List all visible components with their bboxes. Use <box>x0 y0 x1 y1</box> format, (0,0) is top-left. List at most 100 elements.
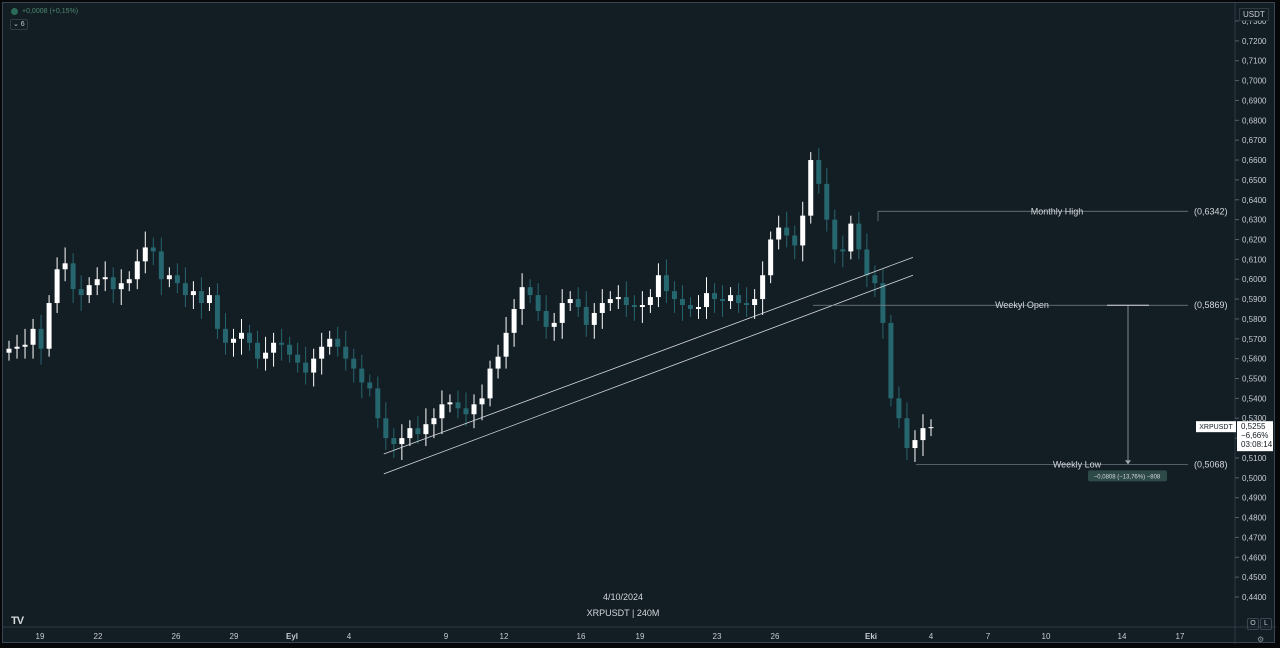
price-chart[interactable]: 0,7300 0,7200 0,7100 0,7000 0,6900 0,6800 0,67… <box>3 3 1276 644</box>
candle-body <box>190 291 196 296</box>
candle-body <box>174 275 180 284</box>
x-tick-label: 29 <box>230 632 239 641</box>
candle-body <box>671 291 677 300</box>
candle-body <box>343 346 349 359</box>
caption-symbol: XRPUSDT | 240M <box>586 608 660 618</box>
candle-body <box>631 305 637 308</box>
candle-body <box>647 297 653 306</box>
candle-body <box>206 295 212 304</box>
candle-body <box>335 338 341 347</box>
candle-body <box>607 299 613 304</box>
candle-body <box>800 215 806 246</box>
candle-body <box>158 251 164 280</box>
candle-body <box>142 247 148 262</box>
candle-body <box>54 269 60 304</box>
y-tick-label: 0,5800 <box>1242 315 1267 324</box>
x-tick-label: 19 <box>36 632 45 641</box>
candle-body <box>30 328 36 345</box>
candle-body <box>487 368 493 399</box>
candle-body <box>198 291 204 304</box>
currency-selector[interactable]: USDT <box>1239 8 1269 21</box>
candle-body <box>615 297 621 300</box>
candle-body <box>768 239 774 276</box>
candle-body <box>327 338 333 347</box>
candle-body <box>182 283 188 296</box>
candle-body <box>728 295 734 302</box>
y-tick-label: 0,6600 <box>1242 156 1267 165</box>
y-tick-label: 0,5300 <box>1242 414 1267 423</box>
candle-body <box>455 402 461 409</box>
x-tick-label: 12 <box>500 632 509 641</box>
candle-body <box>784 227 790 236</box>
x-tick-label: 22 <box>94 632 103 641</box>
candle-body <box>639 305 645 308</box>
candle-body <box>543 310 549 327</box>
y-tick-label: 0,7200 <box>1242 37 1267 46</box>
candle-body <box>407 428 413 439</box>
y-tick-label: 0,5900 <box>1242 295 1267 304</box>
candle-body <box>383 418 389 439</box>
candle-body <box>102 277 108 280</box>
indicator-toggle[interactable]: ⌄ 6 <box>10 19 28 30</box>
log-scale-button[interactable]: O <box>1247 618 1259 630</box>
candle-body <box>848 223 854 252</box>
y-tick-label: 0,5600 <box>1242 355 1267 364</box>
x-tick-label: 9 <box>444 632 449 641</box>
candle-body <box>792 235 798 246</box>
y-tick-label: 0,7000 <box>1242 77 1267 86</box>
candle-body <box>776 227 782 240</box>
level-label: Weekyl Open <box>995 300 1049 310</box>
price-tag-box <box>1237 421 1273 452</box>
candle-body <box>423 424 429 435</box>
candle-body <box>46 303 52 349</box>
candle-body <box>583 307 589 325</box>
candle-body <box>126 279 132 284</box>
candle-body <box>655 275 661 298</box>
candle-body <box>150 247 156 252</box>
x-tick-label: 14 <box>1118 632 1127 641</box>
y-tick-label: 0,4900 <box>1242 494 1267 503</box>
x-tick-label: Eki <box>865 632 877 641</box>
y-tick-label: 0,7300 <box>1242 17 1267 26</box>
gear-icon[interactable]: ⚙ <box>1257 635 1265 644</box>
trendline <box>383 256 914 455</box>
candle-body <box>752 299 758 306</box>
candle-body <box>279 342 285 345</box>
y-tick-label: 0,5700 <box>1242 335 1267 344</box>
level-label: Monthly High <box>1031 206 1084 216</box>
candle-body <box>287 344 293 355</box>
y-tick-label: 0,5500 <box>1242 375 1267 384</box>
candle-body <box>38 328 44 349</box>
legend-change-text: +0,0008 (+0,15%) <box>22 8 79 15</box>
candle-body <box>599 303 605 313</box>
candle-body <box>311 358 317 373</box>
y-tick-label: 0,4400 <box>1242 593 1267 602</box>
candle-body <box>695 307 701 309</box>
price-tag-symbol: XRPUSDT <box>1199 424 1233 431</box>
candle-body <box>230 338 236 343</box>
candle-body <box>399 438 405 445</box>
candle-body <box>559 303 565 323</box>
measure-label: −0,0808 (−13,76%) −808 <box>1094 474 1161 480</box>
candle-body <box>760 275 766 300</box>
price-tag-line: −6,66% <box>1241 431 1268 440</box>
candle-body <box>391 438 397 445</box>
candle-body <box>222 328 228 343</box>
candle-body <box>351 358 357 369</box>
candle-body <box>864 249 870 276</box>
candle-body <box>856 223 862 250</box>
candle-body <box>575 299 581 308</box>
candle-body <box>527 287 533 296</box>
y-tick-label: 0,4700 <box>1242 533 1267 542</box>
x-tick-label: 7 <box>986 632 991 641</box>
x-tick-label: 4 <box>929 632 934 641</box>
lin-scale-button[interactable]: L <box>1260 618 1272 630</box>
y-tick-label: 0,5000 <box>1242 474 1267 483</box>
price-tag-symbol-box <box>1196 421 1236 433</box>
measure-box <box>1088 470 1167 482</box>
candle-body <box>551 322 557 327</box>
candle-body <box>712 293 718 300</box>
tradingview-logo[interactable]: TV <box>11 615 24 627</box>
candle-body <box>367 382 373 389</box>
